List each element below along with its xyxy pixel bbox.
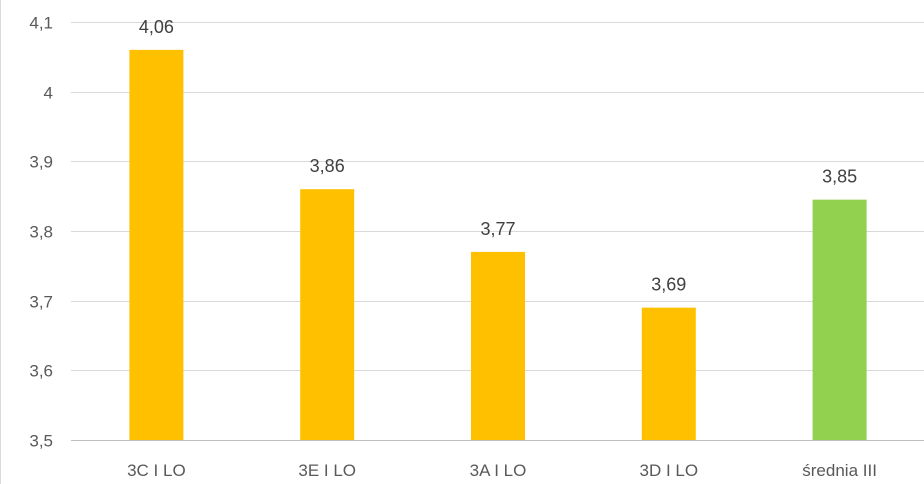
y-axis-tick-labels: 3,5 3,6 3,7 3,8 3,9 4 4,1 (29, 14, 53, 451)
x-category-label: 3A I LO (470, 461, 527, 480)
bar (129, 49, 184, 440)
y-tick-label: 4,1 (29, 14, 53, 33)
bar (812, 199, 867, 440)
x-category-label: 3D I LO (640, 461, 699, 480)
y-tick-label: 3,7 (29, 293, 53, 312)
y-tick-label: 3,9 (29, 153, 53, 172)
data-label: 3,86 (310, 156, 345, 176)
x-category-label: 3E I LO (298, 461, 356, 480)
y-tick-label: 3,8 (29, 223, 53, 242)
bar (471, 251, 525, 440)
y-tick-label: 3,5 (29, 432, 53, 451)
x-category-label: średnia III (802, 461, 877, 480)
bar (300, 189, 355, 440)
data-label: 3,69 (651, 275, 686, 295)
data-labels: 4,06 3,86 3,77 3,69 3,85 (139, 17, 857, 295)
bar (641, 307, 696, 440)
x-axis-category-labels: 3C I LO 3E I LO 3A I LO 3D I LO średnia III (127, 461, 877, 480)
y-tick-label: 4 (44, 84, 53, 103)
bars (129, 49, 867, 440)
data-label: 3,77 (480, 219, 515, 239)
data-label: 3,85 (822, 167, 857, 187)
data-label: 4,06 (139, 17, 174, 37)
x-category-label: 3C I LO (127, 461, 186, 480)
y-tick-label: 3,6 (29, 362, 53, 381)
